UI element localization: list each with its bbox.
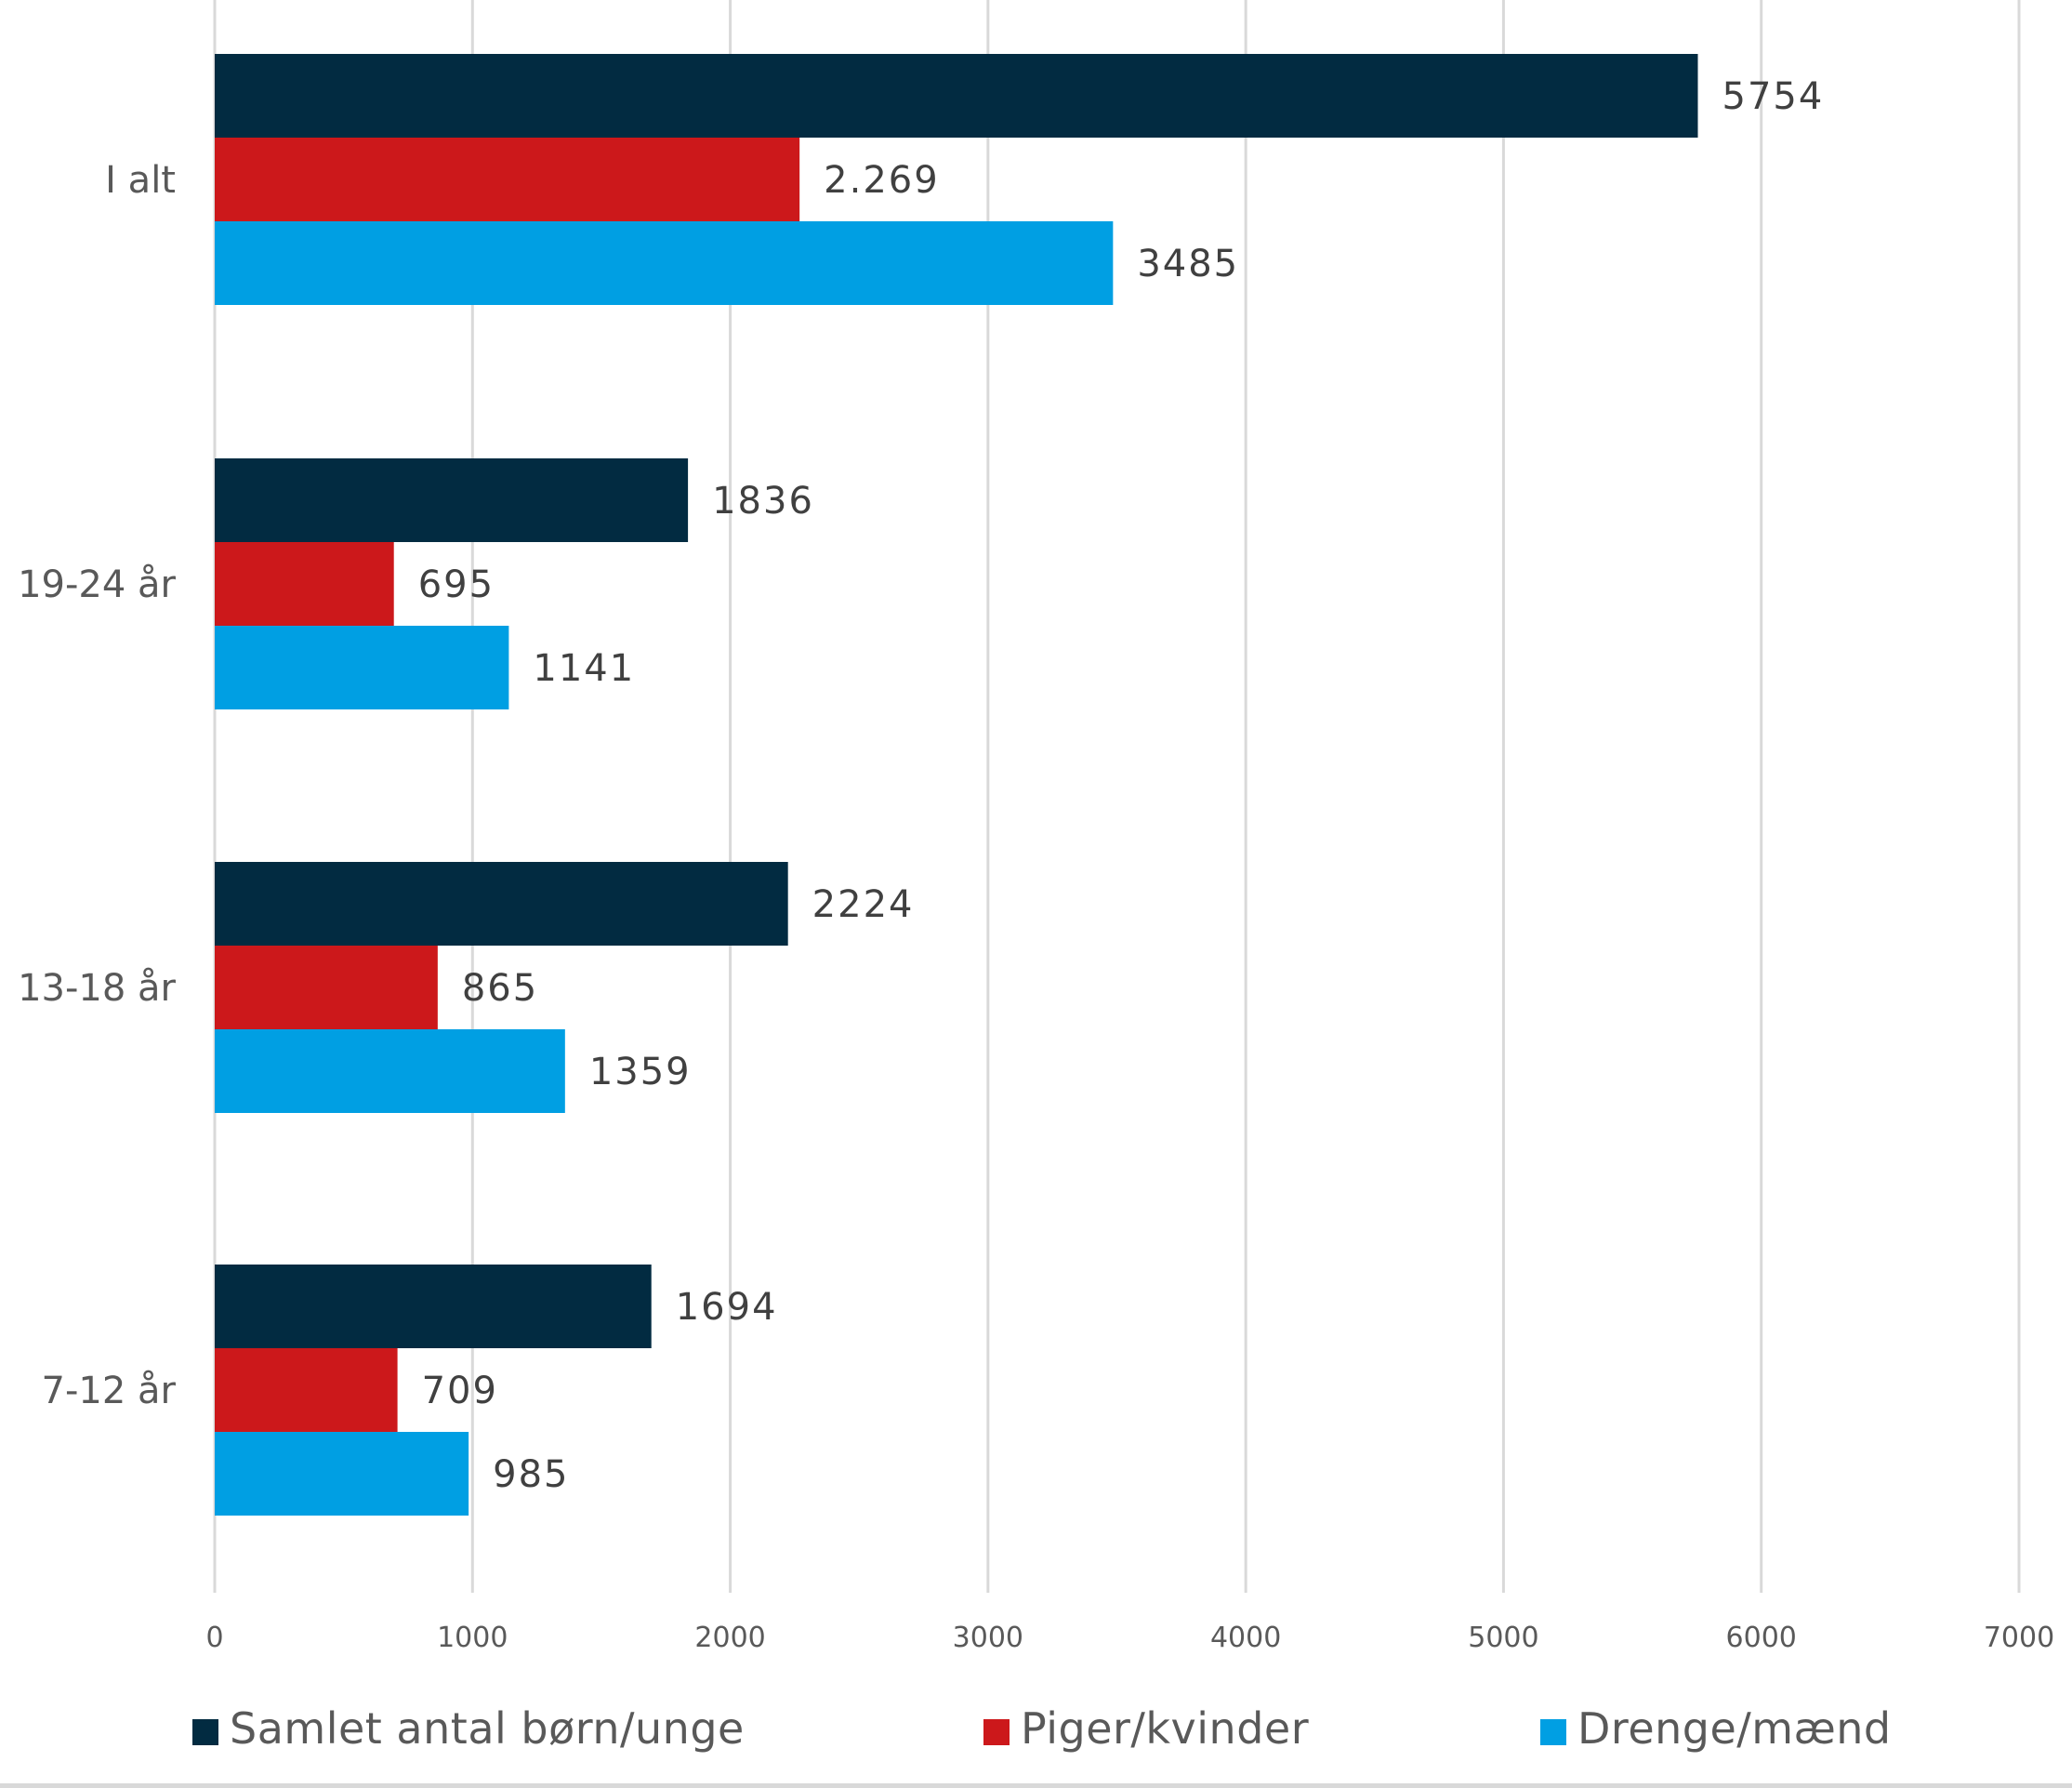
x-tick-label: 6000 [1726,1622,1797,1654]
data-label: 865 [462,967,538,1010]
bar [215,54,1698,138]
bar [215,458,689,542]
legend-item-girls: Piger/kvinder [983,1703,1309,1754]
data-label: 1694 [676,1286,778,1329]
data-label: 695 [418,563,495,606]
legend-item-boys: Drenge/mænd [1540,1703,1892,1754]
data-label: 3485 [1137,243,1239,285]
data-label: 2224 [812,883,915,926]
bar [215,1265,652,1348]
category-label: 19-24 år [18,563,176,606]
legend: Samlet antal børn/unge Piger/kvinder Dre… [0,1703,2072,1759]
category-label: I alt [105,159,176,202]
legend-label-girls: Piger/kvinder [1021,1703,1310,1754]
bar [215,1029,565,1113]
x-tick-label: 1000 [437,1622,508,1654]
data-label: 1836 [712,480,814,523]
bar [215,1432,469,1516]
x-tick-label: 4000 [1210,1622,1281,1654]
bar [215,221,1114,305]
data-label: 1359 [589,1051,692,1093]
category-label: 7-12 år [42,1370,177,1412]
bar [215,862,788,946]
bottom-border [0,1783,2072,1788]
x-axis-ticks: 0 1000 2000 3000 4000 5000 6000 7000 [205,1622,2054,1654]
data-label: 5754 [1722,75,1825,118]
data-label: 985 [493,1453,569,1496]
bars [215,54,1698,1516]
data-label: 2.269 [824,159,940,202]
data-label: 709 [422,1370,498,1412]
category-labels: I alt 19-24 år 13-18 år 7-12 år [18,159,176,1412]
bar [215,626,509,709]
legend-swatch-boys [1540,1719,1566,1745]
x-tick-label: 0 [205,1622,223,1654]
category-label: 13-18 år [18,967,176,1010]
bar [215,138,800,221]
x-tick-label: 3000 [953,1622,1023,1654]
legend-label-total: Samlet antal børn/unge [230,1703,745,1754]
legend-item-total: Samlet antal børn/unge [192,1703,745,1754]
data-label: 1141 [533,647,635,690]
legend-swatch-total [192,1719,218,1745]
x-tick-label: 7000 [1984,1622,2054,1654]
legend-label-boys: Drenge/mænd [1577,1703,1892,1754]
bar [215,542,394,626]
x-tick-label: 5000 [1468,1622,1538,1654]
bar [215,946,438,1029]
x-tick-label: 2000 [694,1622,765,1654]
data-labels: 5754 2.269 3485 1836 695 1141 2224 865 1359 1694 7… [418,75,1825,1496]
bar [215,1348,398,1432]
legend-swatch-girls [983,1719,1010,1745]
